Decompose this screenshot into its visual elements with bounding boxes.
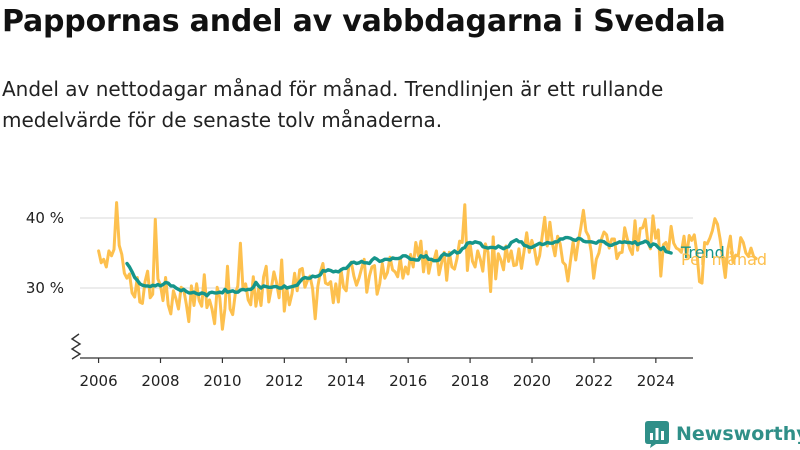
x-tick-label: 2014 xyxy=(327,372,365,390)
newsworthy-logo-icon xyxy=(645,420,669,448)
x-tick-label: 2022 xyxy=(575,372,613,390)
axis-break-icon xyxy=(70,333,82,360)
x-tick-label: 2016 xyxy=(389,372,427,390)
series-line-trend xyxy=(125,235,673,298)
legend-label-per-manad: Per månad xyxy=(681,250,767,269)
chart-title: Pappornas andel av vabbdagarna i Svedala xyxy=(2,4,726,39)
legend-label-trend: Trend xyxy=(680,243,725,262)
x-tick-label: 2010 xyxy=(203,372,241,390)
y-tick-label: 30 % xyxy=(26,279,64,297)
x-tick-label: 2012 xyxy=(265,372,303,390)
x-tick-label: 2020 xyxy=(513,372,551,390)
brand-name: Newsworthy xyxy=(676,423,800,445)
axes: 30 % 40 % 2006 2008 2010 2012 2014 2016 2018 2020… xyxy=(26,209,693,390)
series-lines xyxy=(97,201,758,331)
series-line-per-manad xyxy=(97,201,758,331)
x-tick-label: 2006 xyxy=(79,372,117,390)
x-tick-label: 2024 xyxy=(637,372,675,390)
brand-logo: Newsworthy xyxy=(645,418,800,450)
x-tick-label: 2008 xyxy=(141,372,179,390)
x-tick-label: 2018 xyxy=(451,372,489,390)
chart-subtitle: Andel av nettodagar månad för månad. Tre… xyxy=(2,77,664,132)
y-tick-label: 40 % xyxy=(26,209,64,227)
